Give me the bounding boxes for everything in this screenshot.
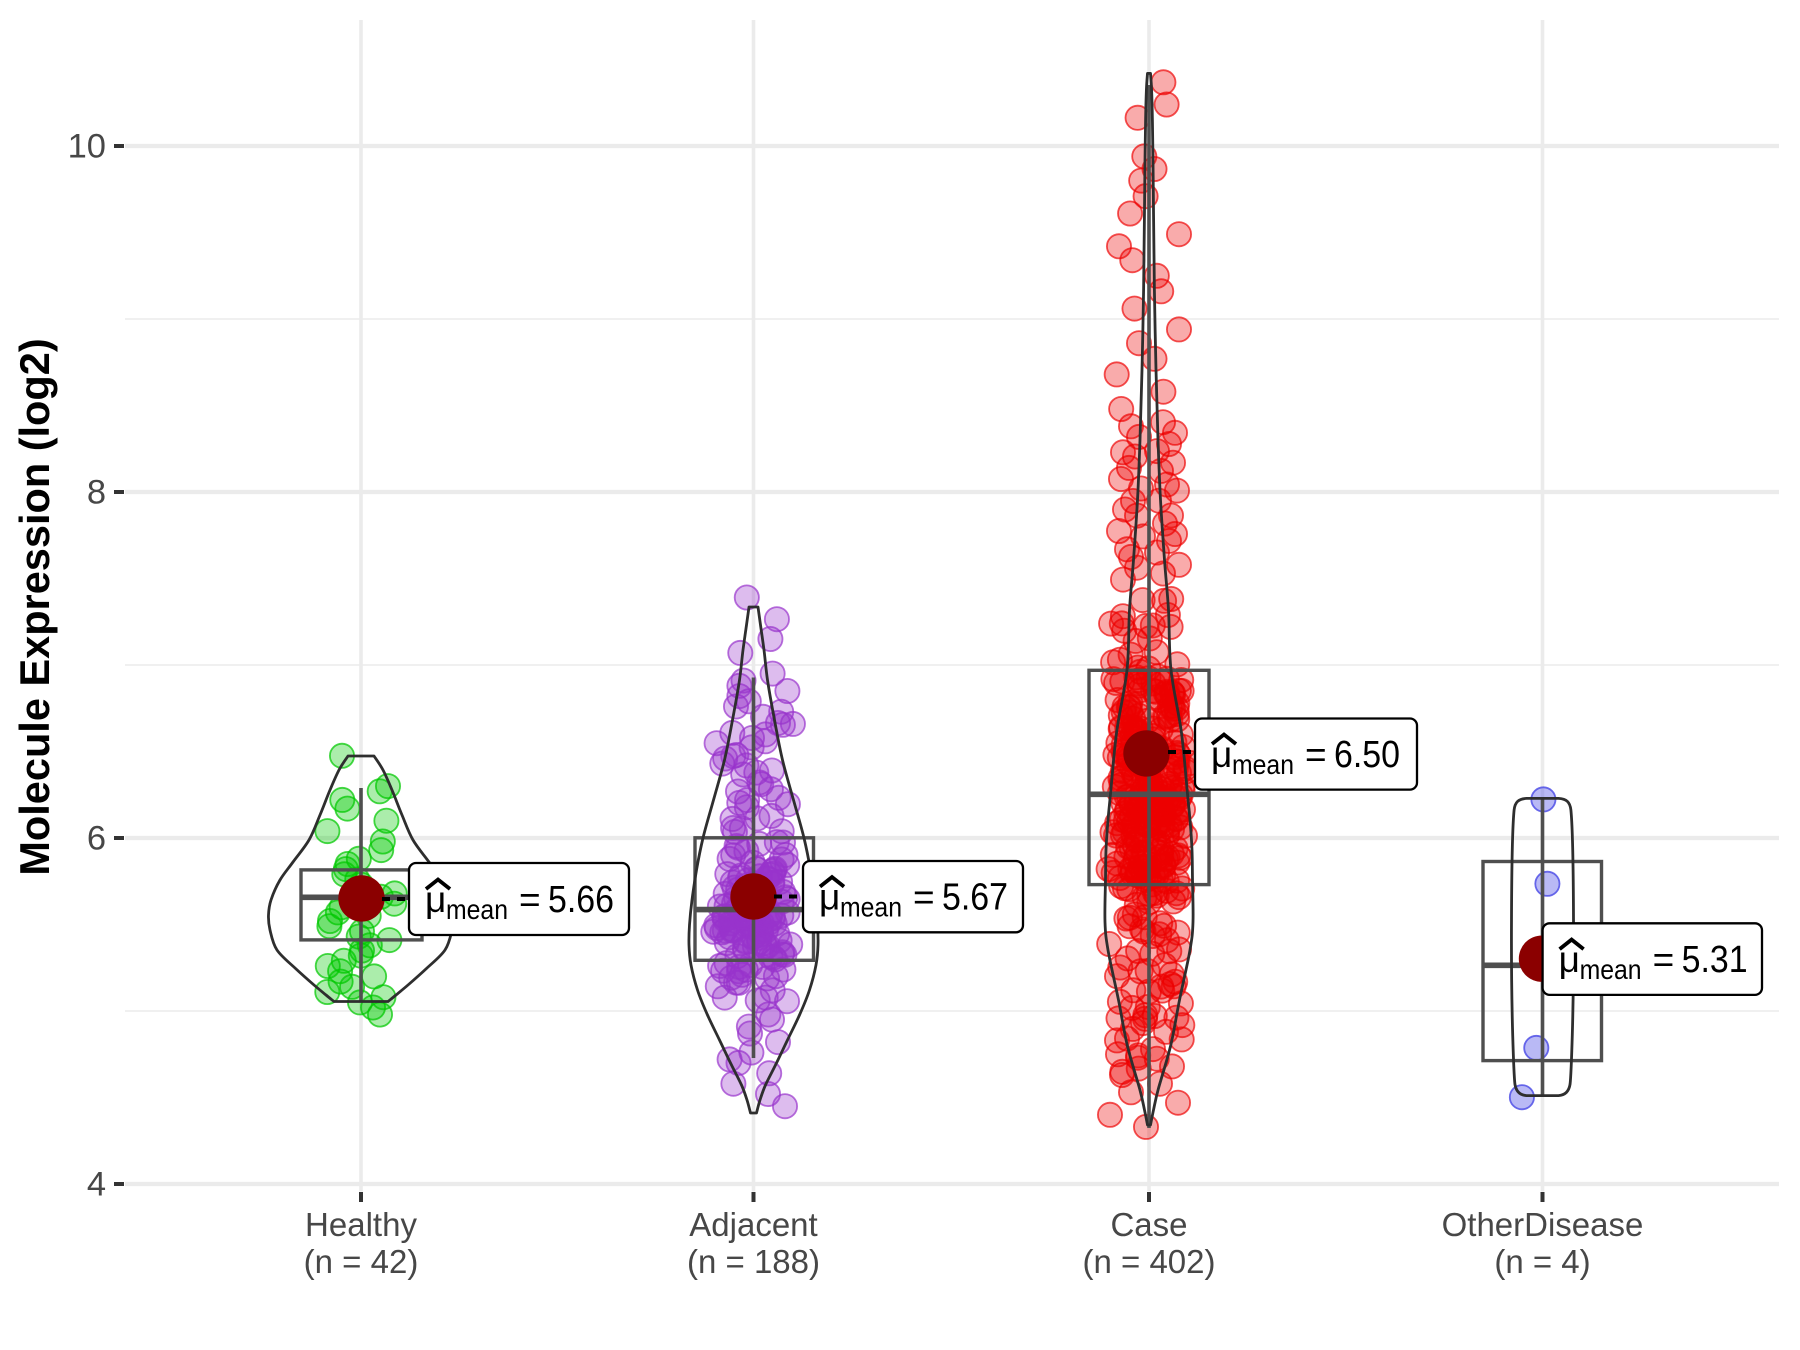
svg-text:mean: mean (446, 894, 508, 925)
svg-text:OtherDisease: OtherDisease (1442, 1206, 1644, 1243)
svg-text:Molecule Expression (log2): Molecule Expression (log2) (11, 338, 58, 875)
svg-text:=: = (913, 877, 935, 918)
svg-text:(n = 402): (n = 402) (1083, 1243, 1216, 1280)
svg-text:5.67: 5.67 (942, 877, 1008, 919)
svg-text:μ: μ (819, 877, 840, 918)
svg-text:=: = (519, 879, 541, 920)
svg-text:(n = 4): (n = 4) (1494, 1243, 1590, 1280)
svg-text:10: 10 (68, 128, 106, 166)
svg-text:6: 6 (87, 820, 106, 858)
svg-text:(n = 188): (n = 188) (687, 1243, 820, 1280)
svg-text:mean: mean (1580, 954, 1642, 985)
svg-text:=: = (1653, 939, 1675, 980)
svg-text:8: 8 (87, 474, 106, 512)
svg-text:4: 4 (87, 1166, 106, 1204)
svg-text:(n = 42): (n = 42) (304, 1243, 419, 1280)
svg-text:mean: mean (1232, 749, 1294, 780)
svg-text:Adjacent: Adjacent (689, 1206, 817, 1243)
svg-text:5.66: 5.66 (548, 879, 614, 921)
svg-text:μ: μ (1211, 734, 1232, 775)
svg-text:μ: μ (1559, 939, 1580, 980)
svg-text:μ: μ (425, 879, 446, 920)
svg-text:=: = (1305, 734, 1327, 775)
svg-text:6.50: 6.50 (1334, 734, 1400, 776)
svg-text:5.31: 5.31 (1682, 939, 1748, 981)
svg-text:mean: mean (840, 892, 902, 923)
svg-text:Healthy: Healthy (305, 1206, 417, 1243)
svg-text:Case: Case (1110, 1206, 1187, 1243)
